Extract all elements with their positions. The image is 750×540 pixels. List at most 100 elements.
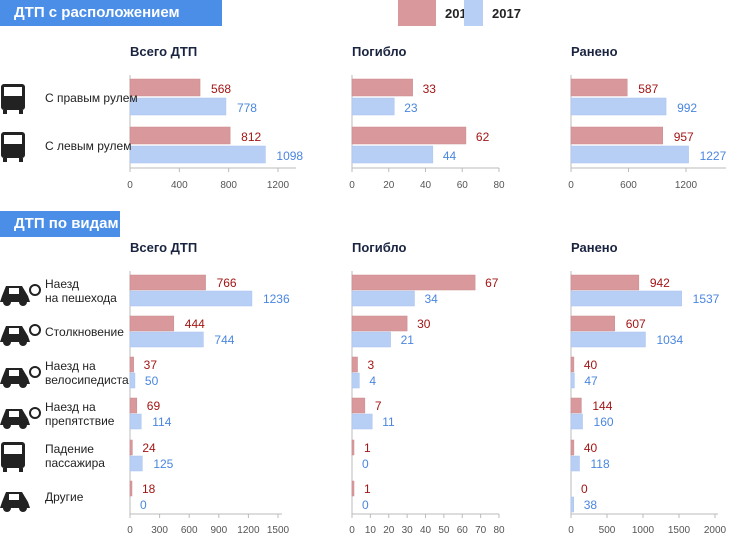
bus-front-icon: [1, 84, 25, 114]
row-label: Наезд на пешехода: [45, 277, 117, 305]
legend-swatch-2016: [398, 0, 436, 26]
x-tick-label: 500: [599, 525, 616, 536]
bar-2016: [351, 78, 413, 97]
bar-2017: [351, 290, 415, 307]
bar-2016: [570, 78, 628, 97]
bar-2016: [351, 356, 358, 373]
bar-2017: [351, 145, 434, 164]
x-tick-label: 900: [210, 525, 227, 536]
bus-passenger-icon: [1, 442, 25, 472]
bar-2016: [351, 397, 366, 414]
row-label: Столкновение: [45, 325, 124, 339]
x-tick-label: 70: [475, 525, 487, 536]
bar-2017: [129, 97, 227, 116]
bar-2017: [570, 372, 575, 389]
data-label-2016: 957: [674, 130, 694, 144]
x-tick-label: 10: [365, 525, 377, 536]
bar-2017: [570, 413, 583, 430]
data-label-2016: 62: [476, 130, 490, 144]
data-label-2017: 1236: [263, 292, 290, 306]
x-tick-label: 40: [420, 180, 432, 191]
data-label-2016: 812: [241, 130, 261, 144]
data-label-2016: 766: [217, 276, 237, 290]
data-label-2017: 118: [590, 457, 609, 471]
panel-title: Погибло: [352, 44, 407, 59]
row-label: Наезд на препятствие: [45, 400, 115, 428]
data-label-2017: 50: [145, 374, 159, 388]
x-tick-label: 800: [220, 180, 237, 191]
bar-2016: [129, 274, 206, 291]
car-other-icon: [0, 492, 30, 512]
data-label-2016: 30: [417, 317, 431, 331]
bar-2017: [570, 455, 580, 472]
data-label-2017: 21: [401, 333, 415, 347]
bar-2016: [570, 315, 615, 332]
data-label-2017: 23: [404, 101, 418, 115]
data-label-2016: 942: [650, 276, 670, 290]
row-label: С левым рулем: [45, 139, 132, 153]
data-label-2016: 0: [581, 482, 588, 496]
data-label-2017: 47: [584, 374, 598, 388]
data-label-2017: 778: [237, 101, 257, 115]
data-label-2016: 33: [423, 82, 437, 96]
data-label-2016: 3: [368, 358, 375, 372]
data-label-2017: 4: [369, 374, 376, 388]
x-tick-label: 0: [127, 525, 133, 536]
data-label-2016: 40: [584, 358, 598, 372]
data-label-2016: 40: [584, 441, 598, 455]
car-collision-icon: [0, 324, 41, 346]
data-label-2016: 69: [147, 399, 161, 413]
panel-title: Ранено: [571, 240, 618, 255]
data-label-2016: 444: [185, 317, 205, 331]
data-label-2017: 0: [362, 498, 369, 512]
data-label-2017: 0: [362, 457, 369, 471]
x-tick-label: 50: [438, 525, 450, 536]
bar-2016: [129, 126, 231, 145]
x-tick-label: 40: [420, 525, 432, 536]
bar-2016: [351, 126, 467, 145]
bar-2016: [351, 480, 355, 497]
bar-2017: [351, 413, 373, 430]
bar-2016: [570, 397, 582, 414]
bar-2017: [351, 372, 360, 389]
data-label-2017: 744: [214, 333, 234, 347]
x-tick-label: 300: [151, 525, 168, 536]
data-label-2017: 11: [382, 415, 395, 429]
x-tick-label: 20: [383, 525, 395, 536]
data-label-2017: 38: [584, 498, 598, 512]
x-tick-label: 20: [383, 180, 395, 191]
x-tick-label: 0: [349, 180, 355, 191]
data-label-2016: 7: [375, 399, 382, 413]
bar-2017: [570, 97, 667, 116]
x-tick-label: 1200: [675, 180, 698, 191]
section-2-header: ДТП по видам: [0, 211, 120, 237]
bar-2016: [129, 315, 175, 332]
panel-title: Всего ДТП: [130, 44, 198, 59]
panel-title: Всего ДТП: [130, 240, 198, 255]
x-tick-label: 30: [402, 525, 414, 536]
x-tick-label: 600: [620, 180, 637, 191]
x-tick-label: 1200: [267, 180, 290, 191]
data-label-2016: 607: [626, 317, 646, 331]
bar-2017: [570, 331, 646, 348]
data-label-2016: 37: [144, 358, 158, 372]
bar-2017: [570, 496, 574, 513]
data-label-2016: 144: [592, 399, 612, 413]
bar-2016: [570, 274, 640, 291]
x-tick-label: 400: [171, 180, 188, 191]
row-label: Падение пассажира: [45, 442, 105, 470]
data-label-2017: 114: [152, 415, 171, 429]
bar-2016: [570, 356, 575, 373]
data-label-2016: 1: [364, 441, 371, 455]
bar-2017: [351, 331, 391, 348]
x-tick-label: 60: [457, 180, 469, 191]
bar-2016: [570, 126, 663, 145]
row-label: С правым рулем: [45, 91, 138, 105]
x-tick-label: 1000: [632, 525, 655, 536]
bar-2016: [129, 439, 133, 456]
bar-2017: [129, 372, 136, 389]
x-tick-label: 60: [457, 525, 469, 536]
data-label-2016: 568: [211, 82, 231, 96]
x-tick-label: 0: [568, 525, 574, 536]
